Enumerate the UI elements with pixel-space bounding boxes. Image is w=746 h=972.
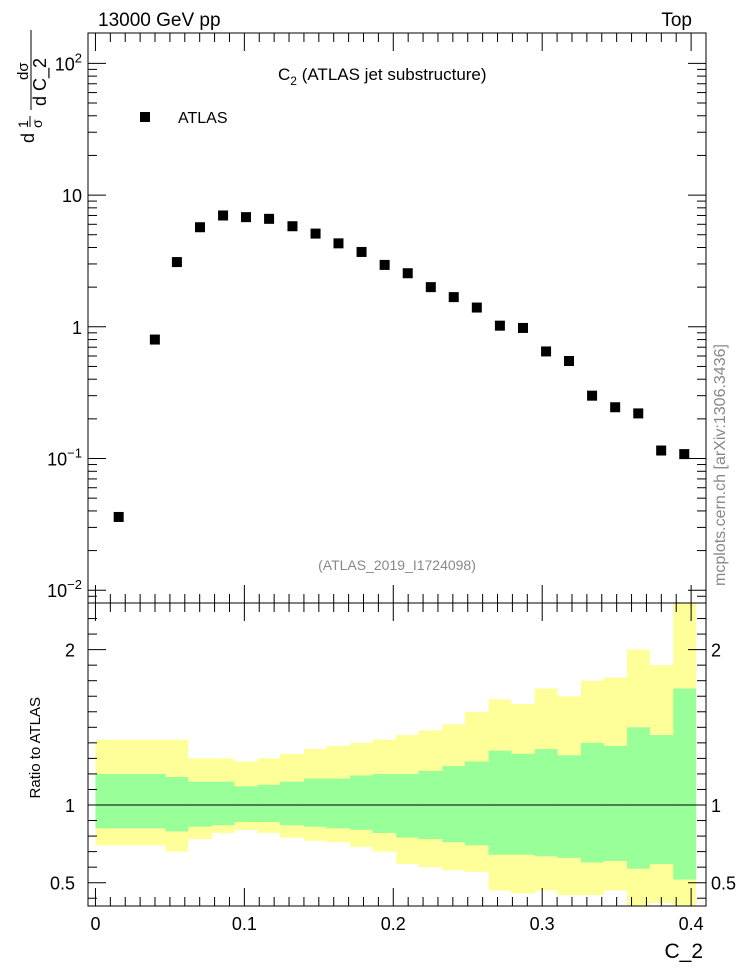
inner-band-bin: [280, 781, 305, 826]
inner-band-bin: [141, 773, 166, 829]
main-y-tick-label: 1: [72, 318, 82, 338]
data-point: [194, 222, 205, 233]
main-x-ticks: [94, 33, 692, 603]
inner-band-bin: [580, 742, 604, 863]
data-point: [517, 322, 528, 333]
inner-band-bin: [673, 688, 697, 880]
inner-band-bin: [326, 778, 351, 829]
plot-title-main: C: [278, 65, 290, 84]
plot-title-subscript: 2: [290, 74, 297, 88]
legend-marker: [140, 112, 150, 122]
data-point: [333, 238, 344, 249]
data-point: [310, 228, 321, 239]
x-tick-label: 0: [90, 914, 100, 934]
inner-band-bin: [534, 749, 558, 857]
ratio-plot-frame: [87, 602, 707, 907]
data-point: [563, 355, 574, 366]
inner-band-bin: [95, 773, 143, 829]
data-markers: [113, 210, 690, 522]
data-point: [379, 259, 390, 270]
inner-band-bin: [303, 778, 327, 827]
analysis-label: (ATLAS_2019_I1724098): [318, 557, 476, 573]
ratio-y-ticks: 0.5 0.5 1 1 2 2: [50, 602, 736, 899]
inner-band-bin: [603, 745, 628, 861]
data-point: [264, 213, 275, 224]
x-tick-label: 0.3: [530, 914, 555, 934]
data-point: [656, 445, 667, 456]
main-y-tick-label: 10−1: [47, 446, 82, 470]
ylabel-sigma: σ: [29, 119, 45, 128]
ratio-y-tick-label-right: 2: [711, 641, 721, 661]
inner-band-bin: [557, 755, 582, 858]
data-point: [356, 246, 367, 257]
inner-band-bin: [165, 777, 189, 832]
ylabel-d: d: [18, 133, 38, 143]
main-y-ticks: 10−2 10−1 1 10 102: [47, 50, 706, 604]
inner-band-bin: [211, 781, 235, 826]
data-point: [633, 408, 644, 419]
inner-band-bin: [510, 753, 536, 855]
data-point: [494, 320, 505, 331]
x-axis-label: C_2: [664, 940, 703, 963]
inner-band-bin: [627, 727, 650, 869]
main-y-tick-label: 10: [62, 186, 82, 206]
data-point: [218, 210, 229, 221]
inner-band-bin: [488, 750, 512, 855]
ratio-y-tick-label-right: 0.5: [711, 874, 736, 894]
ratio-y-tick-label-right: 1: [711, 796, 721, 816]
ratio-y-tick-label-left: 1: [65, 796, 75, 816]
ratio-y-axis-label: Ratio to ATLAS: [27, 697, 44, 798]
main-plot-panel: 10−2 10−1 1 10 102 C2 (ATLAS jet substructur…: [47, 32, 707, 604]
ylabel-dC2: d C_2: [30, 58, 51, 106]
inner-band-bin: [257, 784, 281, 823]
data-point: [171, 257, 182, 268]
data-point: [610, 402, 621, 413]
data-point: [587, 390, 598, 401]
data-point: [471, 302, 482, 313]
ratio-bands: [95, 603, 697, 906]
x-tick-label: 0.1: [232, 914, 257, 934]
ylabel-one: 1: [15, 120, 31, 128]
inner-band-bin: [649, 735, 674, 865]
data-point: [113, 511, 124, 522]
inner-band-bin: [442, 766, 466, 843]
inner-band-bin: [350, 775, 373, 830]
main-y-tick-label: 102: [55, 50, 82, 74]
inner-band-bin: [187, 781, 213, 827]
data-point: [425, 282, 436, 293]
plot-title: C2 (ATLAS jet substructure): [278, 65, 487, 88]
data-point: [149, 334, 160, 345]
data-point: [402, 268, 413, 279]
ratio-y-tick-label-left: 2: [65, 641, 75, 661]
main-y-tick-label: 10−2: [47, 577, 82, 601]
ylabel-dsigma: dσ: [15, 62, 32, 80]
ratio-x-ticks: 0 0.1 0.2 0.3 0.4: [90, 603, 704, 934]
inner-band-bin: [233, 786, 259, 823]
plot-title-rest: (ATLAS jet substructure): [297, 65, 487, 84]
legend-label: ATLAS: [178, 110, 228, 127]
inner-band-bin: [372, 773, 397, 833]
inner-band-bin: [464, 761, 490, 846]
inner-band-bin: [396, 773, 420, 838]
main-y-axis-label: d 1 σ dσ d C_2: [15, 30, 51, 143]
data-point: [448, 292, 459, 303]
x-tick-label: 0.2: [381, 914, 406, 934]
ratio-y-tick-label-left: 0.5: [50, 874, 75, 894]
data-point: [287, 221, 298, 232]
ratio-plot-panel: 0.5 0.51 12 2 0 0.1 0.2 0.3 0.4 Ratio to ATLAS …: [27, 602, 736, 963]
data-point: [240, 212, 251, 223]
x-tick-label: 0.4: [679, 914, 704, 934]
source-watermark: mcplots.cern.ch [arXiv:1306.3436]: [712, 344, 729, 586]
data-point: [679, 449, 690, 460]
energy-label: 13000 GeV pp: [98, 10, 221, 31]
data-point: [541, 346, 552, 357]
process-label: Top: [661, 10, 692, 31]
